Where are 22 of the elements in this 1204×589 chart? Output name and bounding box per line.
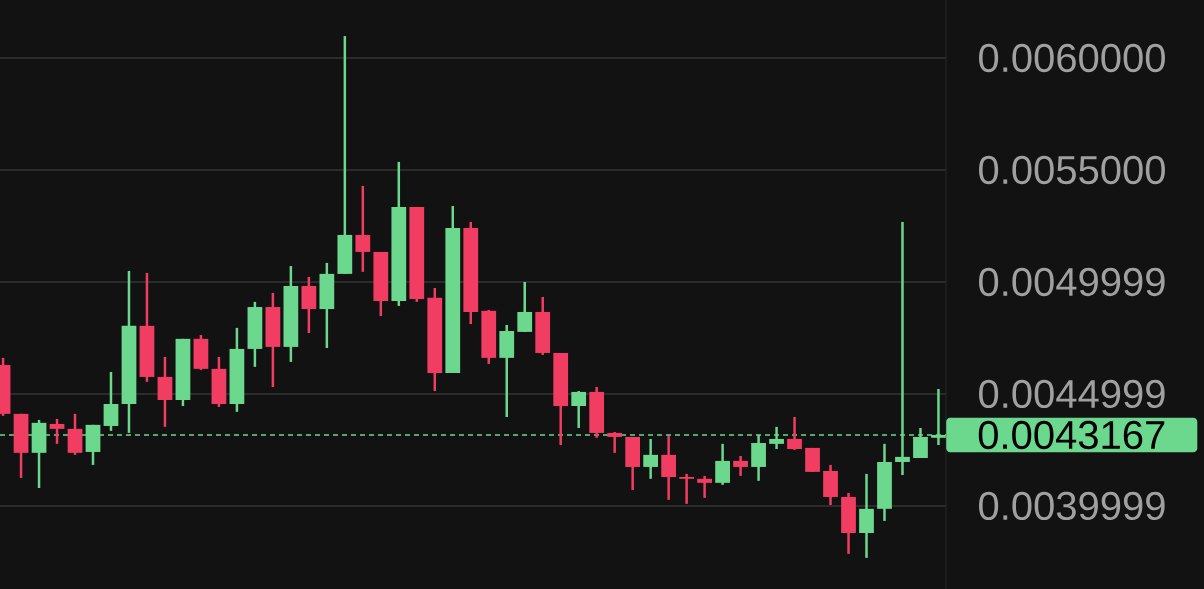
candlestick	[607, 430, 623, 455]
candlestick	[301, 275, 317, 335]
y-tick-label: 0.0044999	[979, 379, 1165, 409]
candlestick	[733, 454, 748, 478]
candlestick	[355, 184, 371, 274]
candlestick	[67, 412, 83, 457]
candlestick	[643, 437, 659, 481]
candlestick	[679, 472, 694, 506]
candlestick	[103, 370, 119, 433]
candlestick	[157, 355, 173, 429]
candlestick	[49, 417, 65, 446]
y-tick-label: 0.0049999	[979, 267, 1165, 297]
candlestick	[661, 434, 677, 502]
candlestick	[715, 442, 730, 487]
candlestick	[517, 280, 533, 334]
candlestick	[571, 389, 587, 430]
ref-line-label: 0.0043167	[978, 420, 1165, 450]
y-tick-label: 0.0055000	[979, 155, 1165, 185]
candlestick	[697, 474, 712, 500]
y-tick-label: 0.0060000	[979, 43, 1165, 73]
y-tick-label: 0.0039999	[979, 491, 1165, 521]
candlestick	[787, 415, 802, 452]
